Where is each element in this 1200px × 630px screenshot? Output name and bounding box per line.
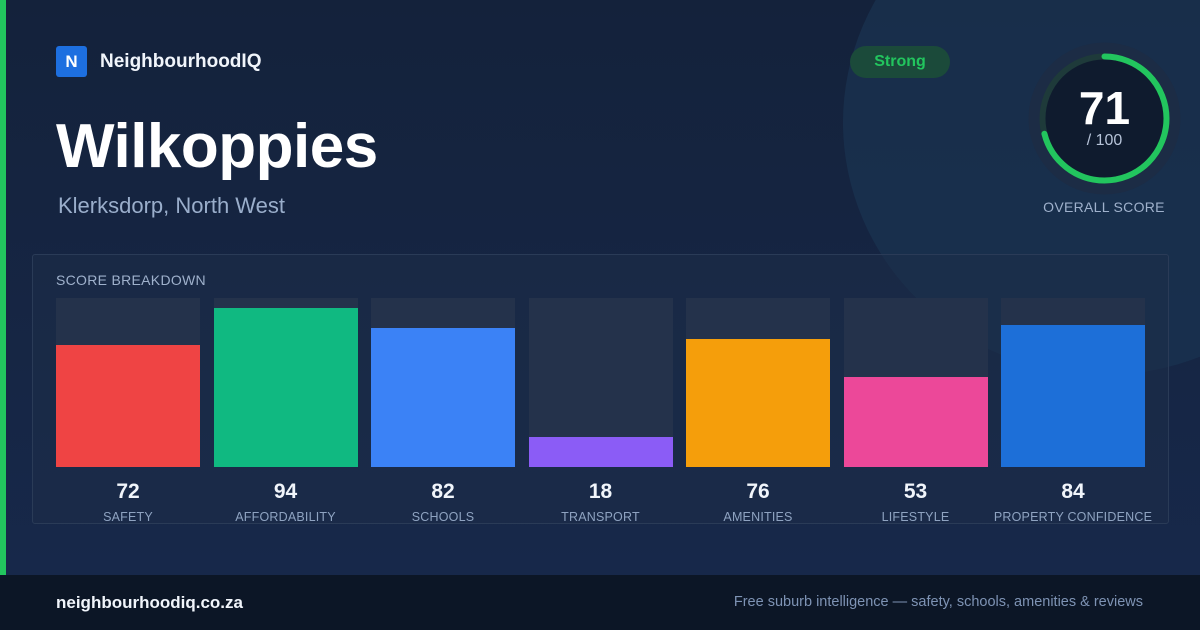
bar-category-label: PROPERTY CONFIDENCE <box>993 510 1153 524</box>
bar <box>56 345 200 467</box>
bar <box>843 377 988 467</box>
bar-track <box>686 298 830 467</box>
bar <box>686 338 830 467</box>
hero-section: N NeighbourhoodIQ Wilkoppies Klerksdorp,… <box>0 0 1200 575</box>
bar-category-label: AFFORDABILITY <box>235 510 336 524</box>
bar-category-label: TRANSPORT <box>561 510 640 524</box>
score-breakdown-chart: 72 SAFETY 94 AFFORDABILITY 82 SCHOOLS 18 TRANSP… <box>33 255 1168 524</box>
suburb-title: Wilkoppies <box>56 112 378 181</box>
score-breakdown-label: SCORE BREAKDOWN <box>56 272 206 288</box>
bar-value-label: 84 <box>1061 480 1085 503</box>
score-breakdown-panel: SCORE BREAKDOWN 72 SAFETY 94 AFFORDABILITY 8… <box>32 254 1169 524</box>
footer-url: neighbourhoodiq.co.za <box>56 593 243 612</box>
footer-tagline: Free suburb intelligence — safety, schoo… <box>733 594 1143 610</box>
overall-score-value: 71 <box>1078 82 1131 134</box>
bar-category-label: AMENITIES <box>723 510 793 524</box>
bar <box>528 436 673 467</box>
bar-track <box>371 298 515 467</box>
bar <box>371 328 515 467</box>
accent-bar <box>0 0 6 575</box>
bar-track <box>843 298 988 467</box>
bar-track <box>213 298 358 467</box>
bar <box>1001 325 1145 467</box>
overall-score-ring <box>1028 42 1181 195</box>
bar-category-label: LIFESTYLE <box>881 510 950 524</box>
bar-value-label: 82 <box>431 480 455 503</box>
bar-track <box>1001 298 1145 467</box>
bar-value-label: 53 <box>903 480 928 503</box>
bar-value-label: 72 <box>116 480 140 503</box>
bar <box>213 308 358 467</box>
brand-name: NeighbourhoodIQ <box>100 50 262 72</box>
brand: N NeighbourhoodIQ <box>56 46 261 77</box>
bar-value-label: 94 <box>273 480 298 503</box>
rating-badge: Strong <box>850 46 950 78</box>
bar-track <box>528 298 673 467</box>
bar-category-label: SAFETY <box>103 510 153 524</box>
bar-category-label: SCHOOLS <box>411 510 475 524</box>
score-ring-progress <box>1039 53 1170 184</box>
bar-value-label: 18 <box>588 480 613 503</box>
bar-value-label: 76 <box>746 480 770 503</box>
bar-track <box>56 298 200 467</box>
footer: neighbourhoodiq.co.za Free suburb intell… <box>0 575 1200 630</box>
overall-score-label: OVERALL SCORE <box>1043 199 1165 215</box>
logo-icon: N <box>56 46 87 77</box>
overall-score-max: / 100 <box>1086 132 1123 149</box>
suburb-location: Klerksdorp, North West <box>58 193 286 218</box>
